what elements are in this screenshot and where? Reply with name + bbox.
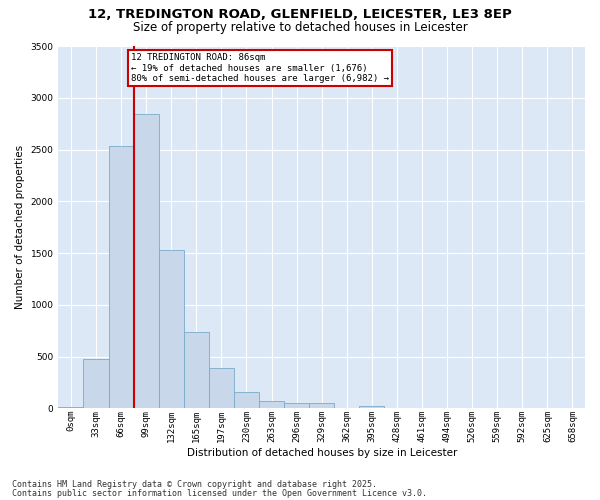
Bar	[134, 114, 159, 408]
Bar	[309, 403, 334, 408]
Bar	[184, 332, 209, 408]
Bar	[109, 146, 134, 408]
Bar	[284, 402, 309, 408]
Bar	[259, 400, 284, 408]
Bar	[83, 358, 109, 408]
Text: Size of property relative to detached houses in Leicester: Size of property relative to detached ho…	[133, 21, 467, 34]
Y-axis label: Number of detached properties: Number of detached properties	[15, 145, 25, 309]
Bar	[209, 368, 234, 408]
Bar	[58, 407, 83, 408]
Bar	[359, 406, 385, 408]
Text: 12 TREDINGTON ROAD: 86sqm
← 19% of detached houses are smaller (1,676)
80% of se: 12 TREDINGTON ROAD: 86sqm ← 19% of detac…	[131, 53, 389, 83]
X-axis label: Distribution of detached houses by size in Leicester: Distribution of detached houses by size …	[187, 448, 457, 458]
Text: 12, TREDINGTON ROAD, GLENFIELD, LEICESTER, LE3 8EP: 12, TREDINGTON ROAD, GLENFIELD, LEICESTE…	[88, 8, 512, 20]
Bar	[159, 250, 184, 408]
Text: Contains public sector information licensed under the Open Government Licence v3: Contains public sector information licen…	[12, 490, 427, 498]
Text: Contains HM Land Registry data © Crown copyright and database right 2025.: Contains HM Land Registry data © Crown c…	[12, 480, 377, 489]
Bar	[234, 392, 259, 408]
